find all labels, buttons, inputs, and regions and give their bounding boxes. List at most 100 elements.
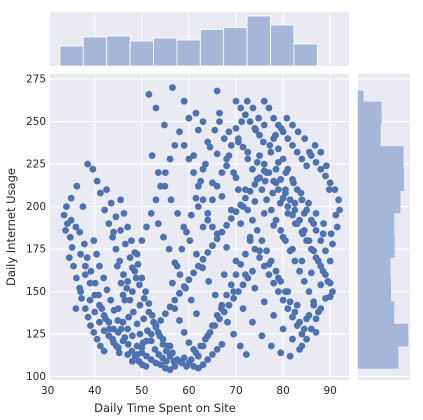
scatter-point <box>194 126 202 134</box>
scatter-point <box>187 211 195 219</box>
right-histogram-bar <box>357 146 404 158</box>
scatter-point <box>81 305 89 312</box>
scatter-point <box>270 114 278 122</box>
scatter-point <box>206 329 214 336</box>
scatter-point <box>176 128 183 136</box>
scatter-point <box>256 131 263 139</box>
scatter-point <box>180 223 188 231</box>
scatter-point <box>110 325 117 333</box>
scatter-point <box>133 250 141 258</box>
scatter-point <box>218 169 226 177</box>
right-histogram-bar <box>357 279 392 291</box>
scatter-point <box>317 237 325 245</box>
scatter-point <box>225 128 233 136</box>
scatter-point <box>251 181 259 188</box>
scatter-point <box>169 349 176 357</box>
scatter-point <box>293 148 301 156</box>
scatter-point <box>299 230 307 238</box>
top-histogram-bar <box>246 15 271 67</box>
scatter-point <box>237 261 245 268</box>
scatter-point <box>199 165 207 173</box>
scatter-point <box>120 210 128 217</box>
right-histogram-bar <box>357 323 409 336</box>
x-tick-label: 40 <box>88 385 101 397</box>
scatter-point <box>260 262 268 270</box>
scatter-point <box>101 206 109 214</box>
scatter-point <box>296 267 303 275</box>
scatter-point <box>176 289 183 297</box>
scatter-point <box>286 196 294 204</box>
scatter-point <box>96 342 104 350</box>
scatter-point <box>160 233 167 241</box>
scatter-point <box>244 155 252 163</box>
scatter-point <box>289 176 296 183</box>
scatter-point <box>211 322 219 329</box>
scatter-point <box>314 257 322 265</box>
right-histogram-bar <box>357 345 399 358</box>
scatter-point <box>270 135 278 143</box>
scatter-point <box>279 296 287 304</box>
x-tick-label: 50 <box>135 385 148 397</box>
scatter-point <box>272 216 280 224</box>
scatter-point <box>147 330 155 338</box>
top-histogram-bar <box>153 37 178 67</box>
scatter-point <box>114 305 122 312</box>
scatter-point <box>294 128 302 136</box>
scatter-point <box>192 349 200 357</box>
scatter-point <box>317 262 325 270</box>
scatter-point <box>270 312 278 319</box>
scatter-point <box>335 196 343 204</box>
scatter-point <box>124 223 132 231</box>
scatter-point <box>237 201 245 209</box>
scatter-point <box>251 245 259 253</box>
scatter-point <box>267 206 275 214</box>
scatter-point <box>194 262 202 270</box>
scatter-point <box>230 295 238 302</box>
x-tick-label: 30 <box>41 385 54 397</box>
scatter-point <box>60 211 68 219</box>
scatter-point <box>249 267 256 275</box>
scatter-point <box>223 155 230 163</box>
scatter-plot: 30 40 50 60 70 80 90 100 125 150 175 200 225 250 275 <box>26 74 349 397</box>
scatter-point <box>152 323 160 331</box>
scatter-point <box>117 227 125 234</box>
scatter-point <box>249 104 257 112</box>
y-tick-label: 275 <box>26 74 46 86</box>
scatter-point <box>298 330 306 338</box>
scatter-point <box>251 284 259 292</box>
scatter-point <box>180 97 188 105</box>
scatter-point <box>220 271 228 278</box>
scatter-point <box>100 312 108 319</box>
scatter-point <box>112 245 120 253</box>
scatter-point <box>70 262 77 270</box>
scatter-point <box>249 318 256 326</box>
scatter-point <box>201 160 209 168</box>
scatter-point <box>286 298 294 306</box>
right-histogram-bar <box>357 245 395 258</box>
scatter-point <box>243 97 251 105</box>
scatter-point <box>147 337 155 345</box>
scatter-point <box>136 281 143 289</box>
scatter-point <box>134 261 142 268</box>
scatter-point <box>218 301 226 309</box>
scatter-point <box>171 142 179 149</box>
scatter-point <box>173 356 181 363</box>
plot-grid <box>47 74 349 380</box>
scatter-point <box>77 288 85 295</box>
scatter-point <box>333 223 341 231</box>
scatter-point <box>107 296 115 304</box>
scatter-point <box>274 288 282 295</box>
scatter-point <box>199 361 207 369</box>
scatter-point <box>237 220 245 228</box>
scatter-point <box>185 339 193 346</box>
scatter-point <box>152 196 160 204</box>
scatter-point <box>66 233 74 241</box>
scatter-point <box>114 344 122 352</box>
scatter-point <box>209 351 216 358</box>
scatter-point <box>269 189 277 197</box>
scatter-point <box>204 249 212 256</box>
scatter-point <box>138 274 146 282</box>
scatter-point <box>147 356 155 363</box>
scatter-point <box>140 295 148 302</box>
scatter-point <box>100 327 108 335</box>
